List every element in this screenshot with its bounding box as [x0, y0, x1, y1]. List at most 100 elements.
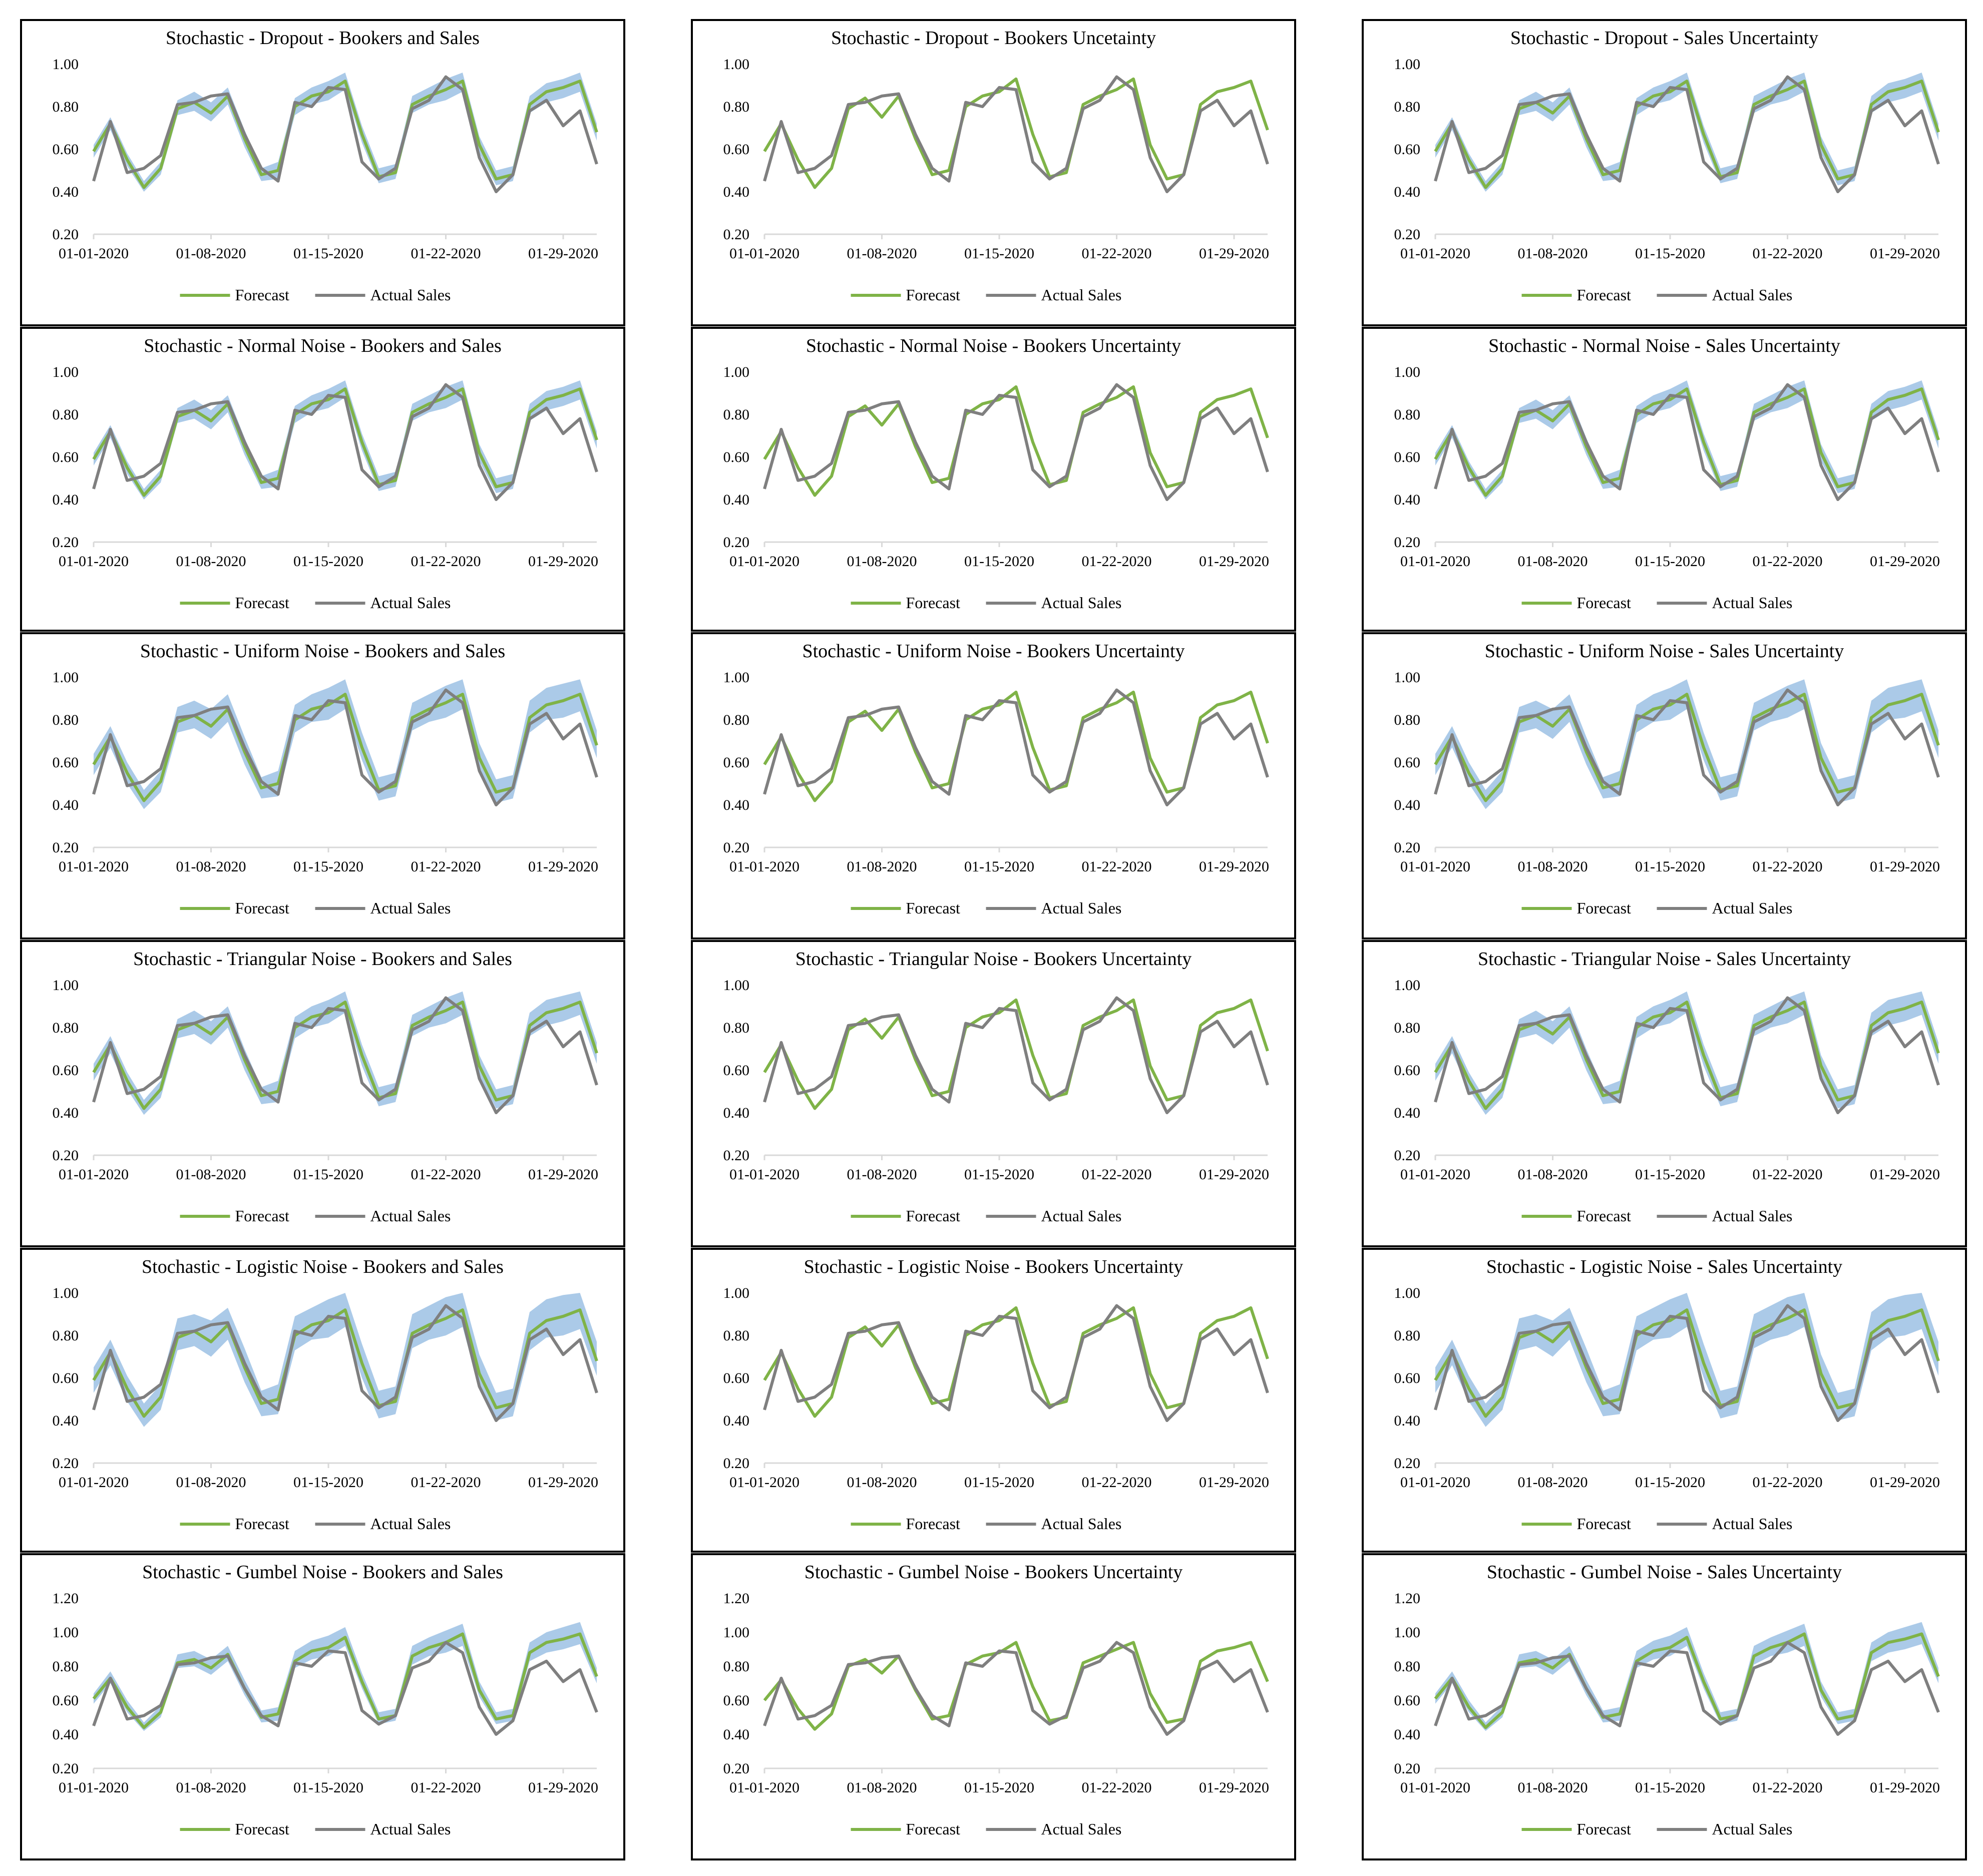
y-tick-label: 0.20: [1394, 1147, 1421, 1164]
x-tick-label: 01-22-2020: [411, 553, 481, 570]
x-tick-label: 01-15-2020: [293, 553, 363, 570]
y-tick-label: 0.60: [1394, 449, 1421, 465]
x-tick-label: 01-29-2020: [528, 1474, 598, 1491]
x-tick-label: 01-15-2020: [293, 858, 363, 875]
y-tick-label: 0.80: [53, 1327, 79, 1344]
actual-sales-line: [763, 688, 1269, 806]
x-tick-label: 01-08-2020: [1518, 858, 1588, 875]
x-tick-label: 01-08-2020: [1518, 1474, 1588, 1491]
x-tick-label: 01-29-2020: [1199, 245, 1269, 262]
chart-panel: Stochastic - Logistic Noise - Bookers an…: [20, 1248, 625, 1553]
x-tick-label: 01-15-2020: [1635, 1779, 1705, 1796]
legend-actual-label: Actual Sales: [1041, 594, 1122, 612]
x-tick-label: 01-29-2020: [528, 1166, 598, 1183]
x-tick-label: 01-29-2020: [1199, 1474, 1269, 1491]
legend-forecast-label: Forecast: [1577, 899, 1632, 917]
y-tick-label: 0.80: [1394, 1658, 1421, 1675]
y-tick-label: 0.60: [53, 754, 79, 771]
x-tick-label: 01-15-2020: [1635, 1474, 1705, 1491]
x-tick-label: 01-22-2020: [1753, 858, 1823, 875]
y-tick-label: 1.00: [1394, 56, 1421, 73]
y-tick-label: 0.40: [53, 1105, 79, 1121]
y-tick-label: 0.20: [53, 839, 79, 856]
x-tick-label: 01-08-2020: [176, 1779, 246, 1796]
x-tick-label: 01-01-2020: [729, 858, 800, 875]
legend-actual-label: Actual Sales: [1041, 1207, 1122, 1225]
y-tick-label: 0.60: [53, 1370, 79, 1386]
legend-actual-label: Actual Sales: [1041, 286, 1122, 304]
y-tick-label: 0.80: [723, 1327, 750, 1344]
chart-title: Stochastic - Normal Noise - Sales Uncert…: [1488, 335, 1840, 356]
panel-frame: [1362, 632, 1967, 940]
legend-actual-label: Actual Sales: [1712, 1207, 1793, 1225]
legend-actual-label: Actual Sales: [1712, 594, 1793, 612]
panel-frame: [1362, 940, 1967, 1247]
legend-forecast-label: Forecast: [906, 286, 961, 304]
y-tick-label: 0.20: [723, 1760, 750, 1777]
y-tick-label: 1.00: [1394, 977, 1421, 994]
actual-sales-line: [92, 75, 598, 193]
x-tick-label: 01-22-2020: [411, 1166, 481, 1183]
x-tick-label: 01-29-2020: [1870, 1474, 1940, 1491]
y-tick-label: 1.00: [1394, 1624, 1421, 1641]
legend-forecast-label: Forecast: [1577, 1515, 1632, 1533]
uncertainty-band: [1435, 679, 1938, 809]
x-tick-label: 01-22-2020: [411, 1779, 481, 1796]
x-tick-label: 01-01-2020: [59, 858, 129, 875]
y-tick-label: 0.80: [1394, 1327, 1421, 1344]
y-tick-label: 0.60: [53, 141, 79, 158]
legend-actual-label: Actual Sales: [370, 286, 451, 304]
x-tick-label: 01-22-2020: [1753, 245, 1823, 262]
x-tick-label: 01-22-2020: [411, 245, 481, 262]
y-tick-label: 0.40: [723, 1105, 750, 1121]
chart-title: Stochastic - Logistic Noise - Bookers an…: [142, 1256, 504, 1277]
chart-title: Stochastic - Normal Noise - Bookers and …: [144, 335, 501, 356]
y-tick-label: 1.00: [53, 1285, 79, 1301]
chart-panel: Stochastic - Uniform Noise - Bookers and…: [20, 632, 625, 940]
x-tick-label: 01-08-2020: [847, 553, 917, 570]
chart-panel: Stochastic - Uniform Noise - Sales Uncer…: [1362, 632, 1967, 940]
chart-title: Stochastic - Gumbel Noise - Bookers Unce…: [805, 1562, 1183, 1583]
y-tick-label: 1.00: [53, 1624, 79, 1641]
panel-frame: [691, 19, 1296, 326]
legend-forecast-label: Forecast: [235, 594, 290, 612]
chart-title: Stochastic - Uniform Noise - Bookers and…: [140, 641, 505, 662]
legend-forecast-label: Forecast: [235, 899, 290, 917]
chart-panel: Stochastic - Normal Noise - Bookers and …: [20, 327, 625, 632]
panel-frame: [20, 19, 625, 326]
x-tick-label: 01-08-2020: [176, 245, 246, 262]
y-tick-label: 0.20: [1394, 1760, 1421, 1777]
x-tick-label: 01-08-2020: [1518, 245, 1588, 262]
x-tick-label: 01-08-2020: [176, 1474, 246, 1491]
actual-sales-line: [1434, 1304, 1940, 1422]
chart-title: Stochastic - Triangular Noise - Bookers …: [796, 949, 1192, 970]
panel-frame: [691, 940, 1296, 1247]
x-tick-label: 01-22-2020: [1082, 1166, 1152, 1183]
panel-frame: [20, 940, 625, 1247]
y-tick-label: 1.00: [53, 56, 79, 73]
actual-sales-line: [92, 1304, 598, 1422]
x-tick-label: 01-15-2020: [293, 1166, 363, 1183]
panel-frame: [20, 1248, 625, 1553]
panel-frame: [691, 632, 1296, 940]
chart-title: Stochastic - Normal Noise - Bookers Unce…: [806, 335, 1181, 356]
chart-panel: Stochastic - Dropout - Bookers and Sales…: [20, 19, 625, 326]
uncertainty-band: [94, 73, 597, 192]
y-tick-label: 0.40: [53, 1413, 79, 1429]
y-tick-label: 0.20: [723, 839, 750, 856]
panel-frame: [691, 1248, 1296, 1553]
legend-actual-label: Actual Sales: [370, 1515, 451, 1533]
legend-actual-label: Actual Sales: [370, 594, 451, 612]
y-tick-label: 0.20: [723, 226, 750, 243]
actual-sales-line: [92, 1641, 598, 1736]
chart-title: Stochastic - Logistic Noise - Sales Unce…: [1486, 1256, 1842, 1277]
y-tick-label: 0.40: [53, 492, 79, 508]
legend-forecast-label: Forecast: [906, 899, 961, 917]
y-tick-label: 0.20: [53, 1147, 79, 1164]
y-tick-label: 0.20: [723, 1147, 750, 1164]
x-tick-label: 01-08-2020: [176, 858, 246, 875]
y-tick-label: 0.40: [1394, 797, 1421, 813]
x-tick-label: 01-22-2020: [1753, 553, 1823, 570]
uncertainty-band: [1435, 1622, 1938, 1731]
x-tick-label: 01-15-2020: [964, 858, 1034, 875]
